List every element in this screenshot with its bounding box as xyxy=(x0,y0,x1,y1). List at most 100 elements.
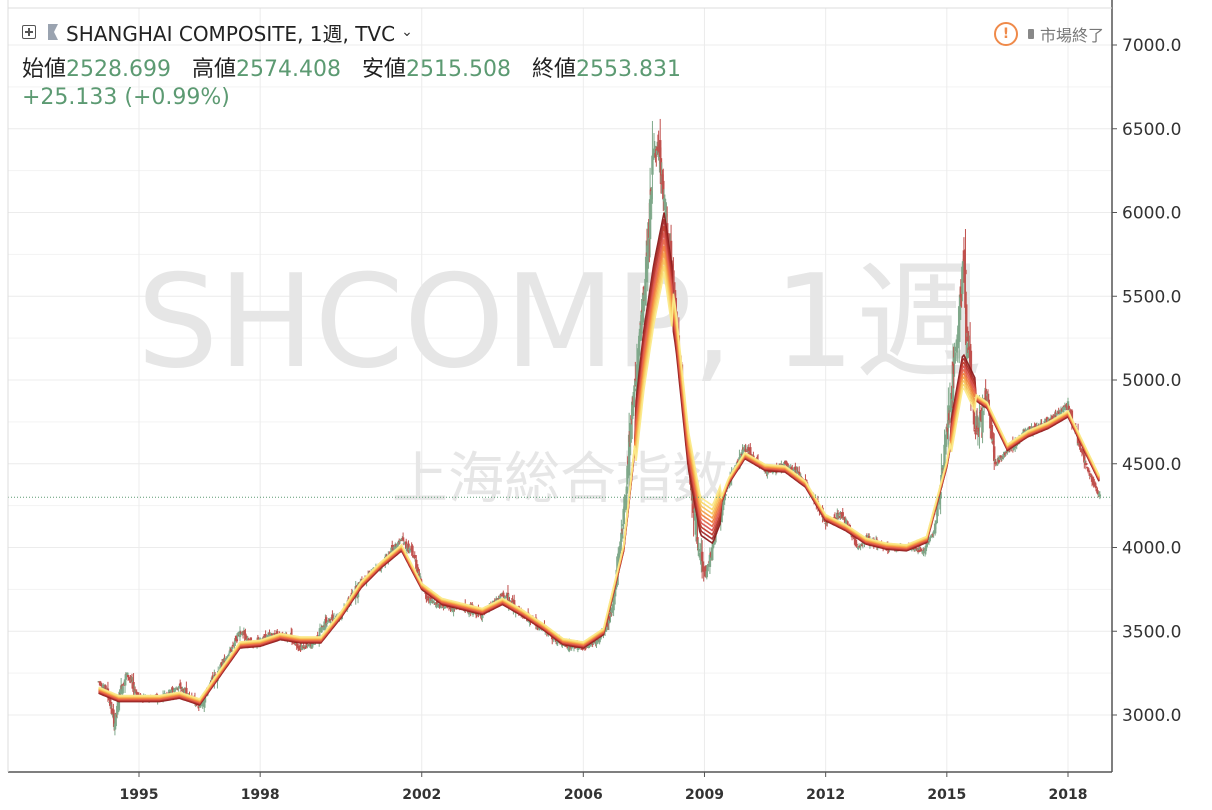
candle-body xyxy=(769,471,772,473)
warning-icon[interactable]: ! xyxy=(993,22,1018,46)
open-label: 始値 xyxy=(22,57,67,82)
candle-body xyxy=(401,537,405,541)
candle-body xyxy=(303,645,306,647)
candle-body xyxy=(931,533,935,535)
candle-body xyxy=(185,687,188,695)
high-value: 2574.408 xyxy=(236,57,341,82)
candle-body xyxy=(504,596,507,598)
collapse-legend-icon[interactable] xyxy=(22,25,36,39)
candle-body xyxy=(431,600,434,603)
candle-body xyxy=(266,635,270,638)
candle-body xyxy=(595,640,598,645)
candle-body xyxy=(1083,460,1087,463)
candle-body xyxy=(975,425,979,432)
candle-body xyxy=(977,427,980,432)
candle-body xyxy=(226,657,229,659)
candle-body xyxy=(978,417,981,428)
change-value: +25.133 (+0.99%) xyxy=(22,85,230,110)
candle-body xyxy=(1068,410,1071,412)
candle-body xyxy=(745,451,748,453)
candle-body xyxy=(238,630,242,638)
candle-body xyxy=(641,292,645,323)
candle-body xyxy=(792,468,796,470)
candle-body xyxy=(854,539,858,546)
candle-body xyxy=(798,475,802,477)
candle-body xyxy=(657,144,660,155)
flag-icon[interactable] xyxy=(48,24,58,40)
candle-body xyxy=(1092,478,1095,485)
candle-body xyxy=(307,644,311,646)
candle-body xyxy=(418,576,422,580)
candle-body xyxy=(1006,450,1010,452)
candle-body xyxy=(663,198,667,210)
candle-body xyxy=(269,634,273,636)
candle-body xyxy=(749,447,752,456)
candle-body xyxy=(439,606,443,608)
candle-body xyxy=(625,486,629,494)
candle-body xyxy=(498,595,502,599)
candle-body xyxy=(946,424,949,432)
candle-body xyxy=(930,535,934,537)
candle-body xyxy=(702,566,705,571)
candle-body xyxy=(537,627,541,629)
candle-body xyxy=(1070,410,1074,422)
candle-body xyxy=(1086,466,1089,468)
candle-body xyxy=(505,595,508,597)
candle-body xyxy=(390,547,393,554)
candle-body xyxy=(634,378,637,381)
candle-body xyxy=(415,559,418,569)
candle-body xyxy=(996,464,999,466)
candle-body xyxy=(436,600,439,605)
candle-body xyxy=(331,614,334,620)
candle-body xyxy=(1067,406,1070,411)
candle-body xyxy=(620,532,623,542)
candle-body xyxy=(180,687,183,690)
candle-body xyxy=(439,604,442,607)
candle-body xyxy=(233,643,236,646)
candle-body xyxy=(1055,413,1058,415)
candle-body xyxy=(227,654,231,657)
candle-body xyxy=(860,544,864,546)
candle-body xyxy=(425,596,429,599)
watermark-sub: 上海総合指数 xyxy=(392,447,728,512)
candle-body xyxy=(400,539,403,541)
candle-body xyxy=(321,625,324,627)
x-tick-label: 2012 xyxy=(806,787,845,803)
candle-body xyxy=(249,637,253,643)
candle-body xyxy=(645,263,648,283)
candle-body xyxy=(121,686,124,694)
candle-body xyxy=(930,536,933,538)
candle-body xyxy=(1083,454,1086,463)
candle-body xyxy=(183,689,187,696)
candle-body xyxy=(556,640,559,644)
candle-body xyxy=(475,614,479,616)
candle-body xyxy=(112,713,116,727)
candle-body xyxy=(857,546,860,550)
candle-body xyxy=(128,677,131,680)
candle-body xyxy=(974,429,977,435)
candle-body xyxy=(1023,429,1026,432)
candle-body xyxy=(418,573,421,578)
chevron-down-icon[interactable]: ⌄ xyxy=(401,24,413,40)
symbol-title[interactable]: SHANGHAI COMPOSITE, 1週, TVC xyxy=(66,21,396,46)
candle-body xyxy=(328,619,332,621)
candle-body xyxy=(610,607,614,613)
candle-body xyxy=(584,647,587,649)
candle-body xyxy=(1062,407,1065,413)
candle-body xyxy=(744,448,747,452)
candle-body xyxy=(229,649,232,651)
candle-body xyxy=(552,639,555,641)
watermark: SHCOMP, 1週 上海総合指数 xyxy=(137,248,983,512)
candle-body xyxy=(857,545,861,547)
candle-body xyxy=(137,692,140,697)
candle-body xyxy=(312,643,315,645)
candle-body xyxy=(985,397,988,402)
candle-body xyxy=(130,679,134,682)
candle-body xyxy=(99,682,103,686)
candle-body xyxy=(326,621,329,623)
candle-body xyxy=(618,545,622,554)
candle-body xyxy=(766,469,769,475)
candle-body xyxy=(1003,452,1007,456)
candle-body xyxy=(393,546,396,551)
